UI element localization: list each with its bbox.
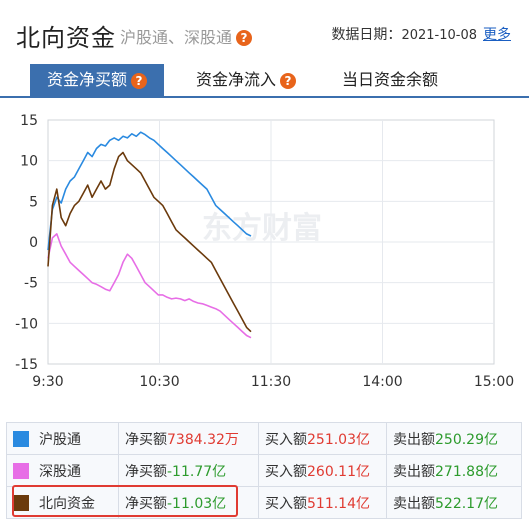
buy-value: 511.14亿 <box>307 495 370 512</box>
buy-label: 买入额 <box>265 495 307 512</box>
buy-cell: 买入额251.03亿 <box>258 422 387 455</box>
x-tick-label: 9:30 <box>32 374 63 390</box>
page-subtitle: 沪股通、深股通? <box>120 24 253 48</box>
series-name: 北向资金 <box>39 495 95 512</box>
sell-cell: 卖出额250.29亿 <box>386 422 522 455</box>
net-label: 净买额 <box>125 495 167 512</box>
legend-series: 北向资金 <box>6 486 119 519</box>
series-name: 深股通 <box>39 463 81 480</box>
color-swatch <box>13 430 29 447</box>
tab-bar: 资金净买额? 资金净流入? 当日资金余额 <box>0 62 529 98</box>
date-label: 数据日期： <box>331 27 402 43</box>
page-title: 北向资金 <box>16 24 116 52</box>
sell-cell: 卖出额271.88亿 <box>386 454 522 487</box>
series-name: 沪股通 <box>39 431 81 448</box>
help-icon[interactable]: ? <box>236 30 253 46</box>
sell-value: 250.29亿 <box>435 431 498 448</box>
x-tick-label: 10:30 <box>139 374 179 390</box>
line-chart[interactable]: 15 10 5 0 -5 -10 -159:30 10:30 11:30 14:00 15:00 东方… <box>0 100 529 400</box>
tab-label: 资金净买额 <box>46 70 127 89</box>
x-tick-label: 14:00 <box>362 374 402 390</box>
sell-label: 卖出额 <box>393 495 435 512</box>
help-icon[interactable]: ? <box>131 73 147 89</box>
series-line <box>47 151 252 333</box>
legend-row[interactable]: 沪股通 净买额7384.32万 买入额251.03亿 卖出额250.29亿 <box>6 422 522 455</box>
tab-label: 当日资金余额 <box>341 70 438 89</box>
sell-label: 卖出额 <box>393 463 435 480</box>
net-value: -11.03亿 <box>167 495 227 512</box>
y-tick-label: -5 <box>24 276 38 292</box>
legend-row[interactable]: 深股通 净买额-11.77亿 买入额260.11亿 卖出额271.88亿 <box>6 454 522 487</box>
y-tick-label: 5 <box>29 194 38 210</box>
buy-label: 买入额 <box>265 431 307 448</box>
subtitle-text: 沪股通、深股通 <box>120 28 233 47</box>
net-buy-cell: 净买额-11.77亿 <box>118 454 259 487</box>
tab-label: 资金净流入 <box>195 70 276 89</box>
buy-value: 260.11亿 <box>307 463 370 480</box>
sell-value: 522.17亿 <box>435 495 498 512</box>
color-swatch <box>13 462 29 479</box>
tab-net-inflow[interactable]: 资金净流入? <box>186 64 306 96</box>
chart-area: 15 10 5 0 -5 -10 -15 9:30 10:30 11:30 14:00 15:00 东方… <box>0 100 529 400</box>
color-swatch <box>13 494 29 511</box>
legend-series: 沪股通 <box>6 422 119 455</box>
buy-label: 买入额 <box>265 463 307 480</box>
x-tick-label: 15:00 <box>474 374 514 390</box>
y-tick-label: -15 <box>15 357 38 373</box>
net-label: 净买额 <box>125 431 167 448</box>
buy-cell: 买入额511.14亿 <box>258 486 387 519</box>
net-buy-cell: 净买额7384.32万 <box>118 422 259 455</box>
y-tick-label: 10 <box>20 154 38 170</box>
page-header: 北向资金 沪股通、深股通? 数据日期：2021-10-08 更多 <box>0 0 529 62</box>
sell-cell: 卖出额522.17亿 <box>386 486 522 519</box>
x-tick-label: 11:30 <box>251 374 291 390</box>
data-date: 数据日期：2021-10-08 更多 <box>331 24 511 44</box>
more-link[interactable]: 更多 <box>483 27 511 43</box>
y-tick-label: -10 <box>15 316 38 332</box>
help-icon[interactable]: ? <box>280 73 296 89</box>
series-line <box>47 233 252 339</box>
tab-daily-balance[interactable]: 当日资金余额 <box>330 64 450 96</box>
date-value: 2021-10-08 <box>401 28 477 43</box>
net-label: 净买额 <box>125 463 167 480</box>
buy-cell: 买入额260.11亿 <box>258 454 387 487</box>
buy-value: 251.03亿 <box>307 431 370 448</box>
y-tick-label: 15 <box>20 113 38 129</box>
sell-label: 卖出额 <box>393 431 435 448</box>
y-tick-label: 0 <box>29 235 38 251</box>
legend-series: 深股通 <box>6 454 119 487</box>
legend-row[interactable]: 北向资金 净买额-11.03亿 买入额511.14亿 卖出额522.17亿 <box>6 486 522 519</box>
series-line <box>47 131 252 251</box>
legend-table: 沪股通 净买额7384.32万 买入额251.03亿 卖出额250.29亿 深股通 净买额… <box>6 422 522 519</box>
watermark-text: 东方财富 <box>202 211 322 246</box>
net-buy-cell: 净买额-11.03亿 <box>118 486 259 519</box>
net-value: 7384.32万 <box>167 431 239 448</box>
sell-value: 271.88亿 <box>435 463 498 480</box>
tab-net-buy[interactable]: 资金净买额? <box>30 64 164 96</box>
net-value: -11.77亿 <box>167 463 227 480</box>
